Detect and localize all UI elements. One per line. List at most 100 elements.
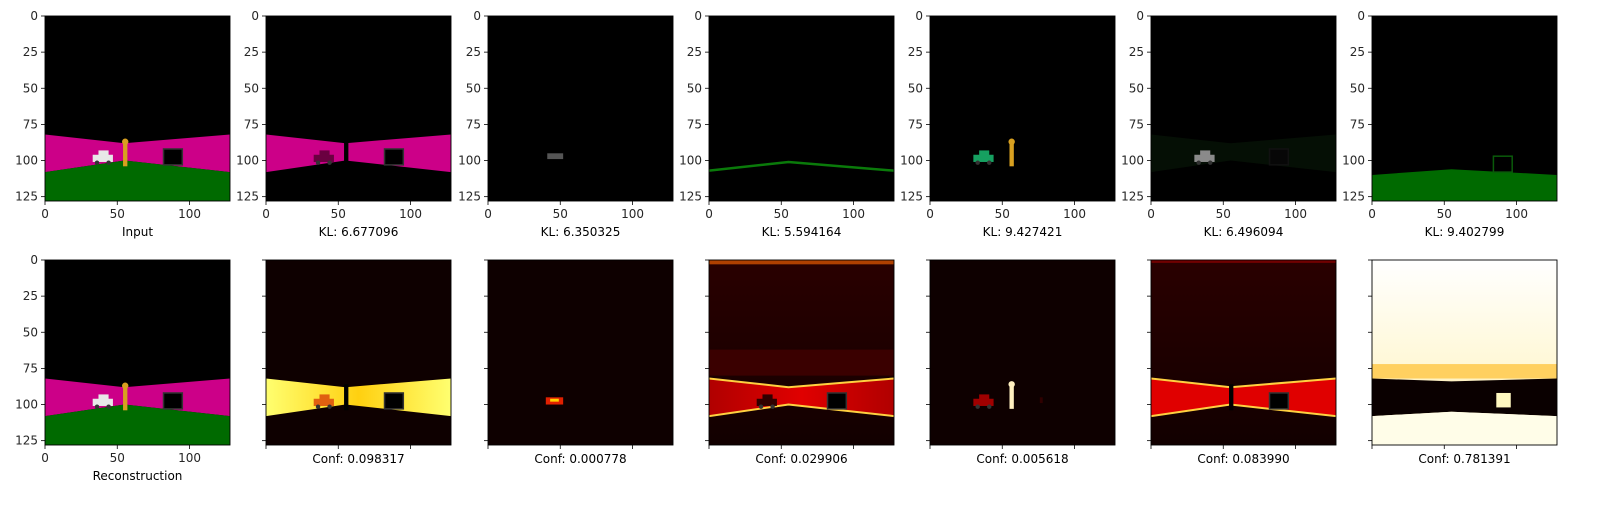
- panel: 0 50 100 0 25 50 75 100 125 KL: 9.427421: [900, 9, 1116, 239]
- car-wheel: [315, 160, 321, 165]
- car: [973, 394, 994, 409]
- ground: [45, 404, 230, 445]
- axes-frame: [1150, 259, 1337, 446]
- x-tick-label: 100: [178, 451, 201, 465]
- box: [162, 148, 184, 166]
- car-body: [1194, 154, 1215, 162]
- panel: Conf: 0.000778: [484, 259, 674, 466]
- pole-head: [122, 382, 129, 389]
- car: [92, 150, 113, 165]
- background: [488, 16, 673, 201]
- car-body: [92, 154, 113, 162]
- x-tick-label: 100: [399, 207, 422, 221]
- car-trace: [547, 153, 564, 160]
- y-tick-label: 100: [679, 154, 702, 168]
- panel-image: [488, 260, 673, 445]
- panel-caption: Reconstruction: [93, 469, 183, 483]
- panel-caption: KL: 6.350325: [541, 225, 621, 239]
- panel-image: [930, 16, 1115, 201]
- y-tick-label: 0: [694, 9, 702, 23]
- pole-body: [1009, 141, 1014, 167]
- panel: 0 50 100 0 25 50 75 100 125 KL: 9.402799: [1342, 9, 1558, 239]
- top-edge: [709, 260, 894, 265]
- y-tick-label: 100: [1121, 154, 1144, 168]
- horizon-line: [709, 160, 894, 172]
- pole-shadow: [344, 140, 349, 167]
- panel-image: [488, 16, 673, 201]
- pole: [122, 382, 129, 411]
- panel-caption: Conf: 0.000778: [534, 452, 626, 466]
- panel-image: [930, 260, 1115, 445]
- y-tick-label: 25: [908, 45, 923, 59]
- y-tick-label: 125: [1121, 190, 1144, 204]
- panel-image: [1151, 260, 1336, 445]
- y-tick-label: 100: [1342, 154, 1365, 168]
- y-tick-label: 100: [236, 154, 259, 168]
- y-tick-label: 50: [244, 81, 259, 95]
- car-wheel: [106, 160, 111, 165]
- y-tick-label: 25: [466, 45, 481, 59]
- y-tick-label: 100: [15, 154, 38, 168]
- y-tick-label: 0: [30, 253, 38, 267]
- x-tick-label: 100: [1063, 207, 1086, 221]
- car-body: [756, 398, 777, 406]
- panel-caption: KL: 6.496094: [1204, 225, 1284, 239]
- axes-frame: [1371, 259, 1558, 446]
- bottom-bright: [1372, 411, 1557, 445]
- panel: Conf: 0.029906: [705, 259, 895, 466]
- car-cabin: [319, 150, 330, 157]
- car-core: [550, 398, 559, 402]
- y-tick-label: 0: [473, 9, 481, 23]
- x-tick-label: 0: [484, 207, 492, 221]
- y-tick-label: 75: [466, 117, 481, 131]
- pole: [1008, 381, 1015, 409]
- y-tick-label: 75: [1129, 117, 1144, 131]
- panel-image: [1151, 16, 1336, 201]
- car: [1194, 150, 1215, 165]
- panel-caption: KL: 9.402799: [1425, 225, 1505, 239]
- car-wheel: [106, 404, 111, 409]
- y-tick-label: 50: [1129, 81, 1144, 95]
- road-band: [45, 134, 230, 173]
- car-wheel: [327, 160, 332, 165]
- pole-head: [1008, 138, 1015, 145]
- y-tick-label: 125: [679, 190, 702, 204]
- x-tick-label: 50: [1216, 207, 1231, 221]
- y-tick-label: 75: [23, 361, 38, 375]
- panel: 0 50 100 0 25 50 75 100 125 KL: 5.594164: [679, 9, 895, 239]
- car-body: [973, 154, 994, 162]
- x-tick-label: 0: [705, 207, 713, 221]
- axes-frame: [487, 15, 674, 202]
- background: [709, 16, 894, 201]
- y-tick-label: 50: [23, 325, 38, 339]
- car-cabin: [979, 150, 990, 157]
- background: [266, 260, 451, 445]
- top-edge: [1151, 260, 1336, 263]
- panel-image: [45, 260, 230, 445]
- band-bottom-edge: [709, 403, 894, 418]
- pole-body: [1009, 384, 1014, 409]
- x-tick-label: 50: [1437, 207, 1452, 221]
- box: [826, 392, 848, 410]
- speck: [1039, 397, 1043, 404]
- y-tick-label: 125: [15, 434, 38, 448]
- pole-head: [122, 138, 129, 145]
- panel: Conf: 0.098317: [262, 259, 452, 466]
- car-cabin: [1200, 150, 1211, 157]
- panel-caption: KL: 9.427421: [983, 225, 1063, 239]
- background: [266, 16, 451, 201]
- box: [1268, 392, 1290, 410]
- axes-frame: [1150, 15, 1337, 202]
- panel: Conf: 0.005618: [926, 259, 1116, 466]
- y-tick-label: 125: [236, 190, 259, 204]
- background: [930, 16, 1115, 201]
- pole-shadow: [1229, 384, 1234, 411]
- y-tick-label: 25: [1350, 45, 1365, 59]
- x-tick-label: 100: [1505, 207, 1528, 221]
- y-tick-label: 75: [908, 117, 923, 131]
- dark-band: [1372, 378, 1557, 417]
- road-band: [266, 134, 451, 173]
- panel-caption: Input: [122, 225, 153, 239]
- x-tick-label: 100: [178, 207, 201, 221]
